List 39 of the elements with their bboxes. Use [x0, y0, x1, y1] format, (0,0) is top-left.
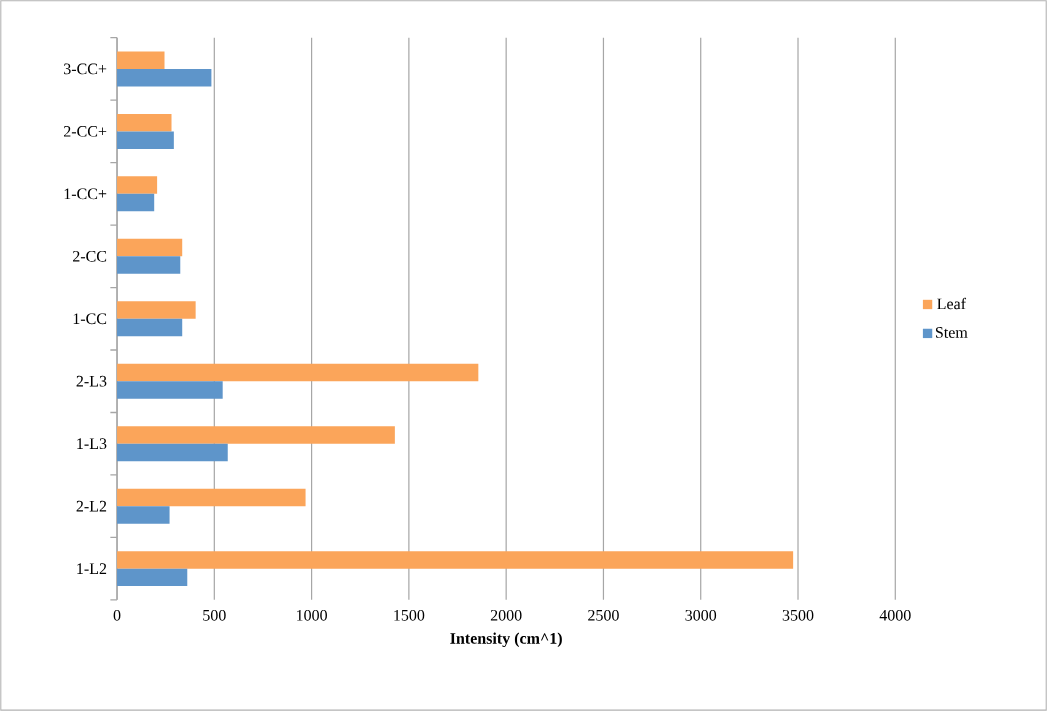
bar [117, 551, 794, 569]
bar [117, 488, 306, 507]
bar [117, 443, 228, 462]
x-tick-label: 4000 [879, 609, 911, 621]
bar [117, 301, 196, 319]
x-axis-title: Intensity (cm^1) [450, 632, 562, 648]
x-tick-label: 2000 [490, 609, 522, 621]
bar [117, 193, 155, 212]
bar [117, 363, 479, 382]
x-tick-label: 2500 [588, 609, 619, 621]
bar [117, 256, 181, 274]
y-tick-label: 3-CC+ [64, 63, 107, 75]
bar [117, 131, 174, 149]
y-tick-label: 2-CC+ [63, 126, 107, 137]
y-tick-label: 2-L2 [76, 500, 107, 512]
x-tick-label: 500 [203, 609, 226, 621]
y-tick-label: 1-CC [73, 313, 107, 325]
y-tick-label: 1-L2 [77, 563, 107, 574]
x-tick-label: 1500 [394, 609, 425, 621]
bar [117, 568, 188, 587]
y-tick-label: 2-CC [73, 250, 107, 262]
legend-label: Leaf [937, 297, 967, 310]
bar [117, 113, 172, 132]
x-tick-label: 1000 [297, 609, 327, 621]
bar [117, 318, 183, 337]
bar [117, 51, 165, 69]
bar [117, 176, 158, 194]
y-tick-label: 2-L3 [76, 375, 107, 387]
x-tick-label: 3000 [685, 609, 717, 621]
y-tick-label: 1-CC+ [64, 188, 107, 200]
y-tick-label: 1-L3 [77, 438, 107, 450]
x-tick-label: 3500 [782, 609, 814, 621]
bar [117, 506, 170, 524]
bar [117, 426, 395, 444]
legend-label: Stem [935, 327, 968, 338]
bar [117, 238, 183, 257]
bar [117, 68, 212, 87]
x-tick-label: 0 [113, 609, 121, 621]
bar [117, 381, 223, 399]
